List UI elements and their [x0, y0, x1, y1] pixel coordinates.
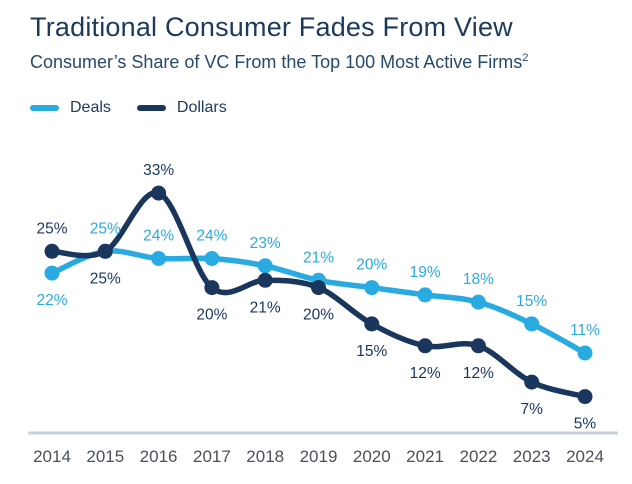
plot-area: 2014 2015 2016 2017 2018 2019 2020 2021 2022 2023…: [0, 130, 632, 484]
data-label-deals-2023: 15%: [516, 293, 547, 310]
data-point-deals-2018: [257, 258, 273, 274]
data-point-deals-2021: [417, 287, 433, 303]
deals-line-swatch-icon: [30, 105, 59, 111]
x-tick-label-2015: 2015: [86, 447, 124, 466]
data-label-dollars-2015: 25%: [90, 270, 121, 287]
data-label-deals-2020: 20%: [356, 257, 387, 274]
data-label-deals-2024: 11%: [570, 322, 600, 339]
x-tick-label-2022: 2022: [459, 447, 497, 466]
legend-label-dollars: Dollars: [176, 99, 227, 116]
data-point-dollars-2016: [151, 185, 167, 201]
data-point-deals-2022: [470, 294, 486, 310]
x-tick-label-2014: 2014: [33, 447, 71, 466]
data-point-deals-2016: [151, 251, 167, 266]
legend: Deals Dollars: [30, 99, 227, 117]
chart-subtitle-text: Consumer’s Share of VC From the Top 100 …: [30, 52, 523, 72]
x-tick-label-2024: 2024: [566, 447, 604, 466]
data-point-dollars-2018: [257, 272, 273, 288]
data-label-deals-2017: 24%: [196, 228, 227, 245]
data-label-deals-2015: 25%: [90, 220, 121, 237]
data-point-dollars-2020: [364, 316, 380, 332]
data-point-dollars-2019: [311, 280, 326, 296]
data-label-dollars-2017: 20%: [196, 307, 227, 324]
chart-canvas: 2014 2015 2016 2017 2018 2019 2020 2021 2022 2023…: [28, 162, 618, 466]
data-label-dollars-2022: 12%: [463, 365, 494, 382]
data-point-dollars-2014: [44, 243, 60, 259]
data-label-dollars-2018: 21%: [250, 299, 281, 316]
data-label-deals-2018: 23%: [250, 235, 281, 252]
legend-item-dollars: Dollars: [136, 99, 227, 117]
data-point-deals-2017: [204, 251, 220, 266]
x-tick-label-2019: 2019: [300, 447, 338, 466]
data-point-deals-2024: [577, 345, 593, 361]
data-point-dollars-2023: [524, 374, 540, 390]
chart-title: Traditional Consumer Fades From View: [30, 12, 513, 42]
data-label-dollars-2024: 5%: [574, 416, 597, 433]
data-point-dollars-2024: [577, 389, 593, 405]
chart-subtitle: Consumer’s Share of VC From the Top 100 …: [30, 52, 528, 73]
x-tick-label-2017: 2017: [193, 447, 231, 466]
data-label-dollars-2014: 25%: [36, 220, 67, 237]
x-tick-label-2020: 2020: [353, 447, 391, 466]
data-label-deals-2016: 24%: [143, 228, 174, 245]
x-tick-label-2023: 2023: [513, 447, 551, 466]
data-point-deals-2014: [44, 265, 60, 281]
data-label-deals-2022: 18%: [463, 271, 494, 288]
data-label-deals-2019: 21%: [303, 249, 334, 266]
legend-item-deals: Deals: [30, 99, 111, 117]
data-label-deals-2014: 22%: [36, 292, 67, 309]
data-point-deals-2020: [364, 280, 380, 296]
data-label-dollars-2020: 15%: [356, 343, 387, 360]
data-label-dollars-2019: 20%: [303, 307, 334, 324]
data-point-dollars-2017: [204, 280, 220, 296]
legend-label-deals: Deals: [70, 99, 111, 116]
footnote-marker: 2: [522, 52, 529, 64]
data-label-dollars-2021: 12%: [410, 365, 441, 382]
x-tick-label-2021: 2021: [406, 447, 444, 466]
dollars-line-swatch-icon: [136, 105, 166, 111]
data-point-deals-2023: [524, 316, 540, 332]
data-label-dollars-2016: 33%: [143, 162, 174, 179]
data-label-dollars-2023: 7%: [520, 401, 543, 418]
x-tick-label-2018: 2018: [246, 447, 284, 466]
data-point-dollars-2021: [417, 338, 433, 354]
data-point-dollars-2015: [97, 243, 113, 259]
x-tick-label-2016: 2016: [140, 447, 178, 466]
data-label-deals-2021: 19%: [410, 264, 441, 281]
data-point-dollars-2022: [470, 338, 486, 354]
